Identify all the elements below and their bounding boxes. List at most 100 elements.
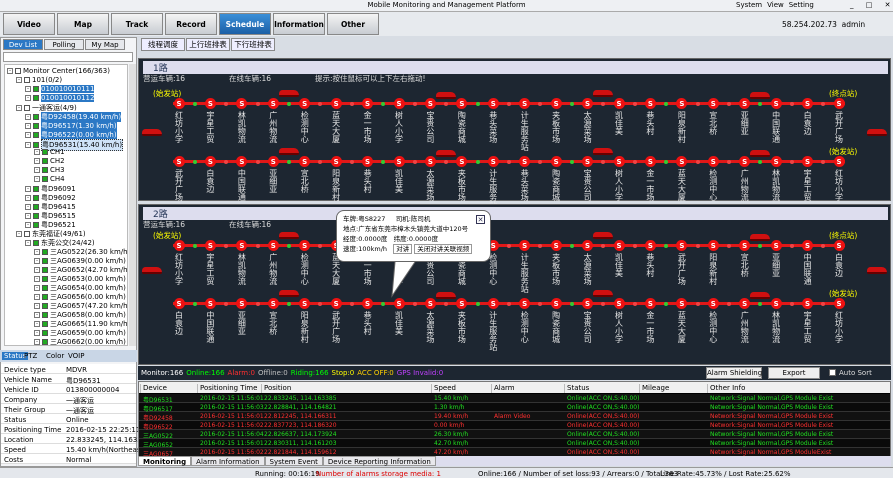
station[interactable]: S xyxy=(582,156,594,167)
status-tab[interactable]: PTZ xyxy=(24,352,38,360)
tree-item[interactable]: - 三AG0652(42.70 km/h) xyxy=(34,265,127,275)
tree-item[interactable]: - 三AG0654(0.00 km/h) xyxy=(34,283,126,293)
station[interactable]: S xyxy=(424,298,436,309)
bus[interactable] xyxy=(279,90,299,97)
station[interactable]: S xyxy=(582,240,594,251)
station[interactable]: S xyxy=(519,298,531,309)
station[interactable]: S xyxy=(550,98,562,109)
station[interactable]: S xyxy=(644,98,656,109)
station[interactable]: S xyxy=(299,156,311,167)
bus[interactable] xyxy=(142,129,162,136)
station[interactable]: S xyxy=(582,298,594,309)
bottom-tab[interactable]: System Event xyxy=(264,456,323,466)
bottom-tab[interactable]: Monitoring xyxy=(138,456,192,466)
schedule-button[interactable]: 线程调度 xyxy=(141,38,185,51)
station[interactable]: S xyxy=(362,298,374,309)
nav-tab[interactable]: Map xyxy=(57,13,109,35)
station[interactable]: S xyxy=(173,98,185,109)
station[interactable]: S xyxy=(707,298,719,309)
tree-item[interactable]: - 三AG0639(0.00 km/h) xyxy=(34,256,126,266)
station[interactable]: S xyxy=(236,156,248,167)
tree-item[interactable]: - 三AG0659(0.00 km/h) xyxy=(34,328,126,338)
bus[interactable] xyxy=(750,150,771,157)
station[interactable]: S xyxy=(487,98,499,109)
tree-item[interactable]: - 三AG0656(0.00 km/h) xyxy=(34,292,126,302)
left-tab[interactable]: My Map xyxy=(85,39,125,50)
window-buttons[interactable]: _ □ ✕ xyxy=(850,1,893,9)
station[interactable]: S xyxy=(802,240,814,251)
tree-item[interactable]: - 三AG0665(11.90 km/h) xyxy=(34,319,127,329)
station[interactable]: S xyxy=(550,156,562,167)
popup-button[interactable]: 对讲 xyxy=(393,244,413,254)
schedule-button[interactable]: 下行班排表 xyxy=(231,38,275,51)
table-row[interactable] xyxy=(139,394,890,403)
station[interactable]: S xyxy=(519,240,531,251)
station[interactable]: S xyxy=(393,156,405,167)
table-row[interactable] xyxy=(139,430,890,439)
station[interactable]: S xyxy=(204,156,216,167)
station[interactable]: S xyxy=(676,298,688,309)
tree-item[interactable]: - 三AG0658(0.00 km/h) xyxy=(34,310,126,320)
nav-tab[interactable]: Track xyxy=(111,13,163,35)
nav-tab[interactable]: Schedule xyxy=(219,13,271,35)
left-tab[interactable]: Polling xyxy=(44,39,84,50)
station[interactable]: S xyxy=(330,98,342,109)
bus[interactable] xyxy=(142,267,162,274)
bus[interactable] xyxy=(279,232,299,239)
station[interactable]: S xyxy=(236,298,248,309)
station[interactable]: S xyxy=(487,298,499,309)
station[interactable]: S xyxy=(204,240,216,251)
tree-item[interactable]: - 010010010112 xyxy=(25,94,95,102)
station[interactable]: S xyxy=(550,240,562,251)
left-tab[interactable]: Dev List xyxy=(3,39,43,50)
tree-item[interactable]: - 三AG0657(47.20 km/h) xyxy=(34,301,127,311)
station[interactable]: S xyxy=(487,156,499,167)
tree-item[interactable]: - 东莞公交(24/42) xyxy=(25,238,95,248)
bottom-tab[interactable]: Device Reporting Information xyxy=(322,456,436,466)
nav-tab[interactable]: Information xyxy=(273,13,325,35)
station[interactable]: S xyxy=(456,298,468,309)
station[interactable]: S xyxy=(582,98,594,109)
nav-tab[interactable]: Other xyxy=(327,13,379,35)
station[interactable]: S xyxy=(833,298,845,309)
station[interactable]: S xyxy=(173,240,185,251)
station[interactable]: S xyxy=(424,156,436,167)
station[interactable]: S xyxy=(456,98,468,109)
station[interactable]: S xyxy=(550,298,562,309)
station[interactable]: S xyxy=(236,240,248,251)
bottom-tab[interactable]: Alarm Information xyxy=(191,456,265,466)
bus[interactable] xyxy=(750,292,771,299)
bus[interactable] xyxy=(750,92,771,99)
station[interactable]: S xyxy=(267,240,279,251)
schedule-button[interactable]: 上行班排表 xyxy=(186,38,230,51)
tree-item[interactable]: - 三AG0522(26.30 km/h) xyxy=(34,247,127,257)
menu-item[interactable]: System xyxy=(736,1,763,9)
nav-tab[interactable]: Video xyxy=(3,13,55,35)
station[interactable]: S xyxy=(519,98,531,109)
close-button[interactable]: ✕ xyxy=(476,215,485,224)
station[interactable]: S xyxy=(393,98,405,109)
station[interactable]: S xyxy=(613,298,625,309)
tree-item[interactable]: - 粤D96521 xyxy=(25,220,76,230)
tree-item[interactable]: - 粤D96522(0.00 km/h) xyxy=(25,130,117,140)
station[interactable]: S xyxy=(456,156,468,167)
station[interactable]: S xyxy=(613,156,625,167)
tree-item[interactable]: - 101(0/2) xyxy=(16,76,62,84)
tree-item[interactable]: - 粤D96091 xyxy=(25,184,76,194)
station[interactable]: S xyxy=(739,298,751,309)
station[interactable]: S xyxy=(770,298,782,309)
station[interactable]: S xyxy=(770,98,782,109)
station[interactable]: S xyxy=(519,156,531,167)
status-tab[interactable]: Color xyxy=(46,352,65,360)
bus[interactable] xyxy=(436,292,457,299)
tree-item[interactable]: - CH2 xyxy=(34,157,65,165)
tree-item[interactable]: - 粤D96531(15.40 km/h) xyxy=(25,139,124,151)
tree-item[interactable]: - Monitor Center(166/363) xyxy=(7,67,110,75)
action-button[interactable]: Alarm Shielding xyxy=(706,367,763,379)
bus[interactable] xyxy=(593,232,614,239)
station[interactable]: S xyxy=(613,98,625,109)
bus[interactable] xyxy=(279,148,299,155)
bus[interactable] xyxy=(867,129,887,136)
station[interactable]: S xyxy=(644,298,656,309)
station[interactable]: S xyxy=(739,240,751,251)
